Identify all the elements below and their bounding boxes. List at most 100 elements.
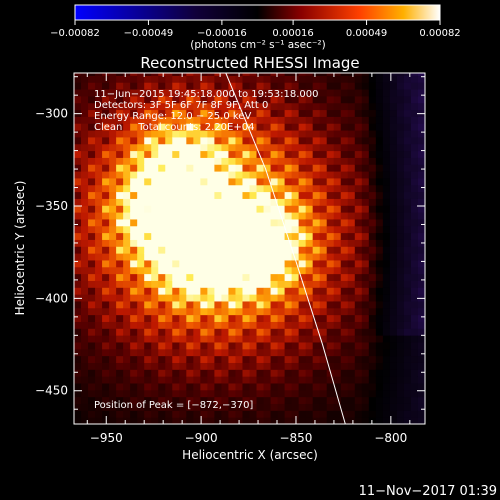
heatmap-cell <box>277 157 286 165</box>
heatmap-cell <box>417 253 425 261</box>
heatmap-cell <box>207 273 215 281</box>
heatmap-cell <box>186 75 194 83</box>
heatmap-cell <box>319 225 328 234</box>
heatmap-cell <box>319 205 328 213</box>
heatmap-cell <box>326 171 335 179</box>
heatmap-cell <box>95 218 103 227</box>
heatmap-cell <box>417 218 425 227</box>
heatmap-cell <box>130 259 138 268</box>
heatmap-cell <box>179 143 187 152</box>
heatmap-cell <box>291 136 300 145</box>
heatmap-cell <box>284 205 293 213</box>
heatmap-cell <box>214 198 222 206</box>
heatmap-cell <box>88 218 96 227</box>
heatmap-cell <box>165 109 173 117</box>
heatmap-cell <box>172 280 180 288</box>
heatmap-cell <box>88 287 96 295</box>
heatmap-cell <box>235 136 243 145</box>
heatmap-cell <box>375 205 384 213</box>
heatmap-cell <box>382 287 391 295</box>
heatmap-cell <box>270 307 279 316</box>
heatmap-cell <box>81 307 89 316</box>
heatmap-cell <box>144 218 152 227</box>
heatmap-cell <box>305 355 314 363</box>
heatmap-cell <box>256 369 265 377</box>
heatmap-cell <box>179 82 187 90</box>
heatmap-cell <box>228 205 236 213</box>
heatmap-cell <box>109 218 117 227</box>
heatmap-cell <box>326 307 335 316</box>
heatmap-cell <box>312 225 321 234</box>
y-tick-label: −450 <box>35 384 68 398</box>
heatmap-cell <box>284 116 293 124</box>
heatmap-cell <box>144 136 152 145</box>
heatmap-cell <box>319 232 328 240</box>
heatmap-cell <box>74 280 82 288</box>
heatmap-cell <box>102 130 110 138</box>
heatmap-cell <box>284 376 293 384</box>
heatmap-cell <box>256 218 265 227</box>
heatmap-cell <box>165 191 173 199</box>
heatmap-cell <box>116 75 124 83</box>
heatmap-cell <box>81 73 89 76</box>
heatmap-cell <box>347 212 356 220</box>
heatmap-cell <box>235 369 243 377</box>
heatmap-cell <box>74 95 82 104</box>
heatmap-cell <box>214 171 222 179</box>
heatmap-cell <box>130 225 138 234</box>
heatmap-cell <box>333 157 342 165</box>
colorbar-tick-label: −0.00016 <box>197 28 247 39</box>
heatmap-cell <box>410 239 419 247</box>
heatmap-cell <box>284 321 293 329</box>
heatmap-cell <box>249 109 258 117</box>
heatmap-cell <box>74 177 82 186</box>
heatmap-cell <box>312 205 321 213</box>
heatmap-cell <box>319 396 328 404</box>
heatmap-cell <box>396 321 405 329</box>
heatmap-cell <box>242 73 250 76</box>
heatmap-cell <box>207 232 215 240</box>
heatmap-cell <box>242 287 250 295</box>
heatmap-cell <box>270 150 279 158</box>
heatmap-cell <box>417 184 425 193</box>
heatmap-cell <box>396 335 405 343</box>
heatmap-cell <box>221 212 229 220</box>
heatmap-cell <box>361 75 370 83</box>
heatmap-cell <box>270 403 279 411</box>
heatmap-cell <box>123 177 131 186</box>
heatmap-cell <box>361 157 370 165</box>
heatmap-cell <box>137 130 145 138</box>
heatmap-cell <box>270 280 279 288</box>
heatmap-cell <box>389 136 398 145</box>
heatmap-cell <box>81 75 89 83</box>
heatmap-cell <box>249 102 258 111</box>
heatmap-cell <box>347 246 356 254</box>
heatmap-cell <box>319 89 328 97</box>
heatmap-cell <box>123 259 131 268</box>
heatmap-cell <box>88 191 96 199</box>
heatmap-cell <box>368 273 377 281</box>
heatmap-cell <box>214 341 222 350</box>
heatmap-cell <box>291 184 300 193</box>
heatmap-cell <box>95 177 103 186</box>
heatmap-cell <box>354 225 363 234</box>
heatmap-cell <box>284 136 293 145</box>
heatmap-cell <box>291 171 300 179</box>
heatmap-cell <box>319 382 328 391</box>
heatmap-cell <box>340 328 349 336</box>
heatmap-cell <box>277 73 286 76</box>
heatmap-cell <box>256 232 265 240</box>
heatmap-cell <box>81 239 89 247</box>
heatmap-cell <box>291 116 300 124</box>
heatmap-cell <box>277 259 286 268</box>
heatmap-cell <box>333 410 342 418</box>
heatmap-cell <box>151 382 159 391</box>
heatmap-cell <box>88 348 96 357</box>
heatmap-cell <box>368 82 377 90</box>
heatmap-cell <box>74 191 82 199</box>
heatmap-cell <box>375 280 384 288</box>
heatmap-cell <box>326 389 335 398</box>
heatmap-cell <box>109 348 117 357</box>
heatmap-cell <box>165 171 173 179</box>
heatmap-cell <box>179 335 187 343</box>
